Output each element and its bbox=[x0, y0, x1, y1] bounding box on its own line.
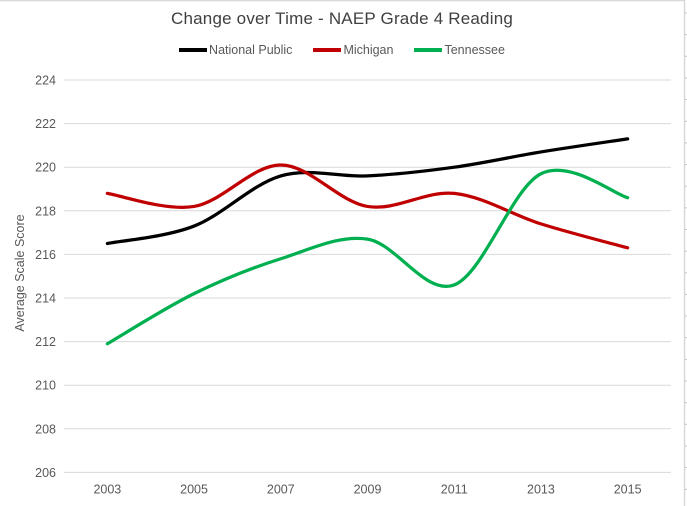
y-axis-tick-label: 220 bbox=[35, 161, 56, 175]
x-axis-tick-label: 2007 bbox=[267, 482, 295, 496]
y-axis-tick-label: 224 bbox=[35, 74, 56, 88]
y-axis-tick-label: 206 bbox=[35, 466, 56, 480]
y-axis-tick-label: 210 bbox=[35, 379, 56, 393]
legend-swatch-national-public bbox=[179, 48, 208, 52]
y-axis-tick-label: 208 bbox=[35, 422, 56, 436]
y-axis-tick-label: 212 bbox=[35, 335, 56, 349]
legend: National Public Michigan Tennessee bbox=[0, 42, 684, 58]
x-axis-tick-label: 2003 bbox=[93, 482, 121, 496]
legend-swatch-tennessee bbox=[414, 48, 443, 52]
legend-item-michigan: Michigan bbox=[313, 43, 393, 57]
legend-label: Tennessee bbox=[444, 43, 505, 57]
x-axis-tick-label: 2005 bbox=[180, 482, 208, 496]
y-axis-tick-label: 216 bbox=[35, 248, 56, 262]
x-axis-tick-label: 2015 bbox=[614, 482, 642, 496]
legend-item-tennessee: Tennessee bbox=[414, 43, 505, 57]
x-axis-tick-label: 2009 bbox=[354, 482, 382, 496]
legend-label: National Public bbox=[209, 43, 293, 57]
legend-swatch-michigan bbox=[313, 48, 342, 52]
series-line-national-public bbox=[105, 137, 630, 246]
series-line-michigan bbox=[105, 163, 630, 250]
x-axis-tick-label: 2011 bbox=[441, 482, 468, 496]
x-axis-tick-label: 2013 bbox=[527, 482, 555, 496]
chart-title: Change over Time - NAEP Grade 4 Reading bbox=[171, 9, 513, 28]
y-axis-tick-label: 214 bbox=[35, 292, 56, 306]
y-axis-tick-label: 218 bbox=[35, 204, 56, 218]
series-line-tennessee bbox=[105, 168, 630, 346]
legend-item-national-public: National Public bbox=[179, 43, 292, 57]
legend-label: Michigan bbox=[343, 43, 394, 57]
y-axis-tick-label: 222 bbox=[35, 117, 56, 131]
